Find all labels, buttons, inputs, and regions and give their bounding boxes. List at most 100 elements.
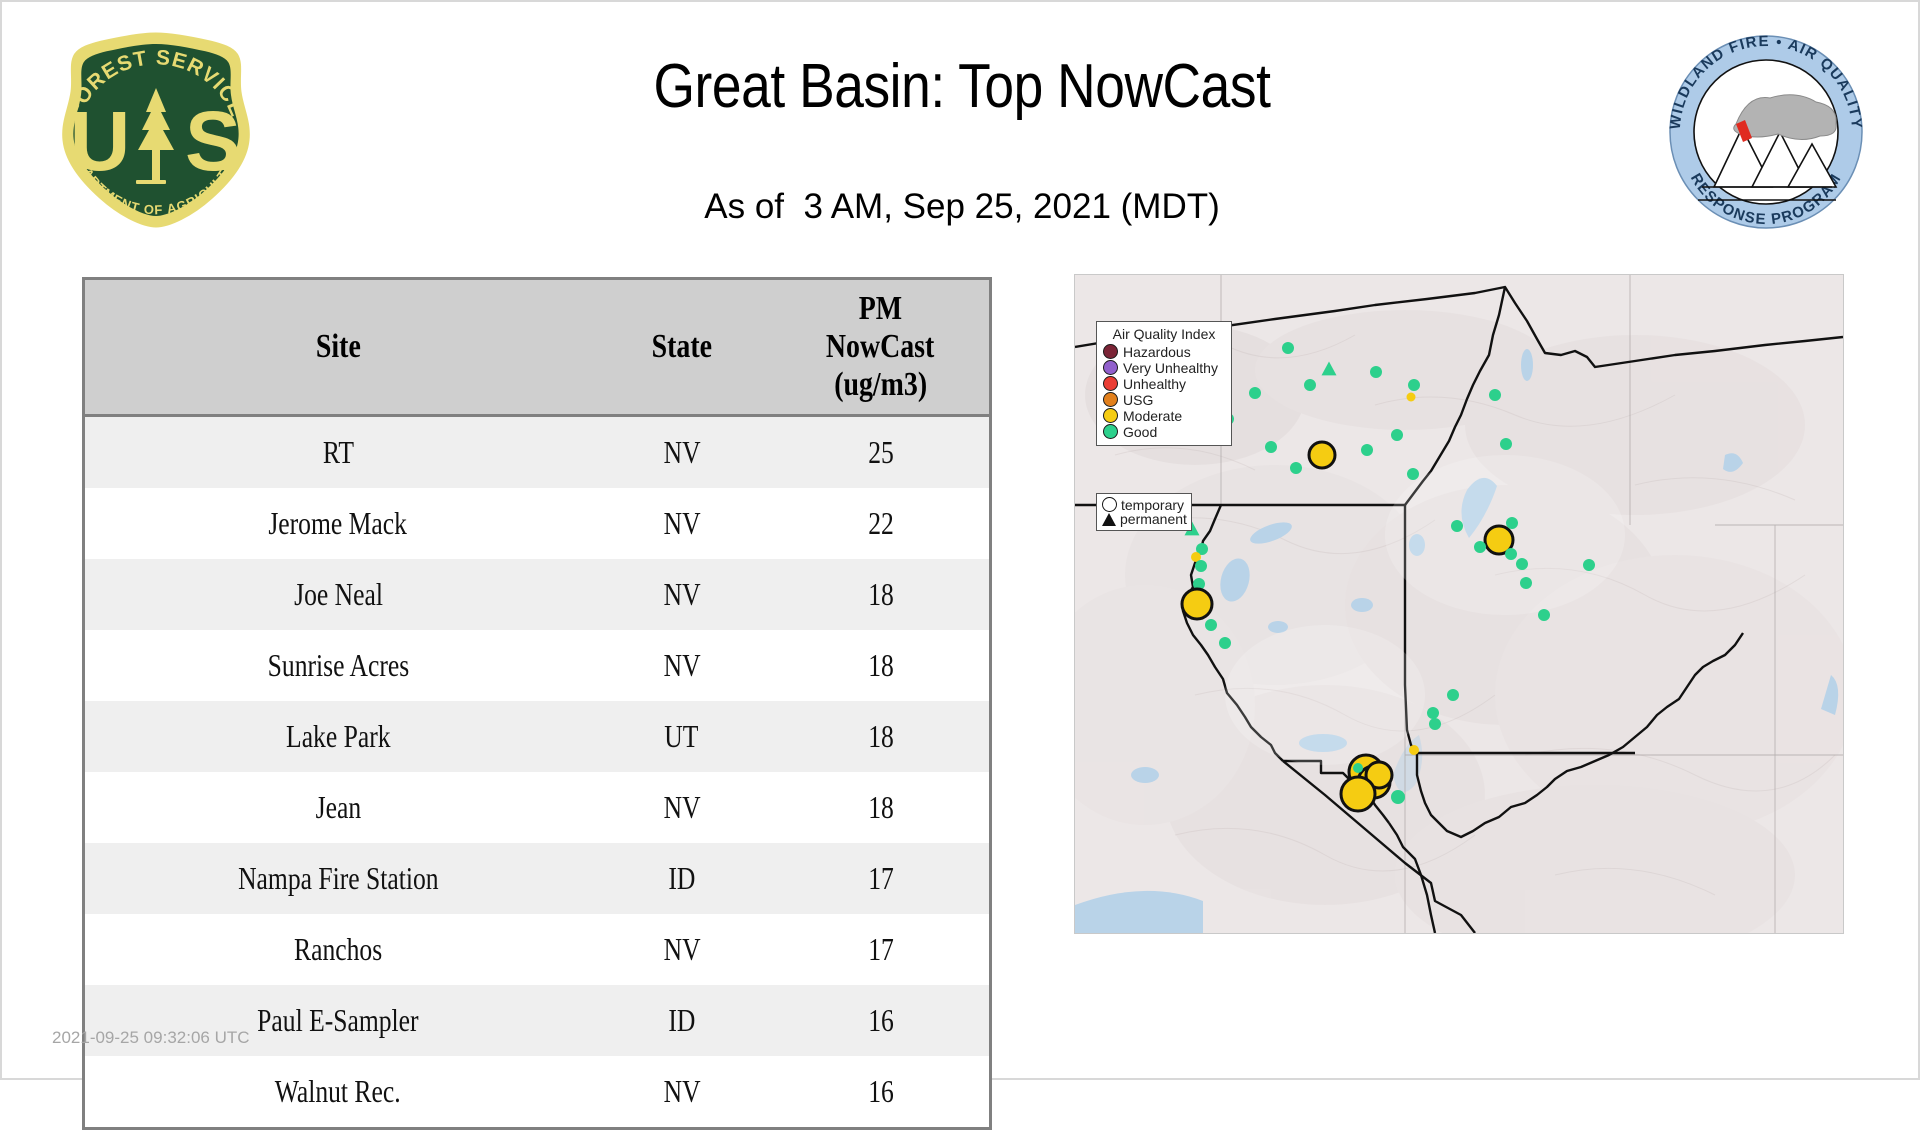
map-site-marker[interactable] xyxy=(1193,578,1205,590)
cell-pm: 25 xyxy=(772,416,989,489)
cell-state: NV xyxy=(591,914,772,985)
site-legend-label-permanent: permanent xyxy=(1120,511,1187,527)
map-site-marker[interactable] xyxy=(1265,441,1277,453)
map-site-marker[interactable] xyxy=(1583,559,1595,571)
aqi-label-unhealthy: Unhealthy xyxy=(1123,375,1187,392)
aqi-legend-row-good: Good xyxy=(1103,424,1225,439)
aqi-legend-row-unhealthy: Unhealthy xyxy=(1103,376,1225,391)
map-site-marker[interactable] xyxy=(1500,438,1512,450)
map-site-marker[interactable] xyxy=(1191,552,1201,562)
map-site-marker[interactable] xyxy=(1364,760,1394,790)
map-site-marker[interactable] xyxy=(1370,366,1382,378)
map-site-marker[interactable] xyxy=(1516,558,1528,570)
page-subtitle: As of 3 AM, Sep 25, 2021 (MDT) xyxy=(704,187,1220,226)
cell-site: Jean xyxy=(85,772,591,843)
aqi-swatch-unhealthy xyxy=(1103,376,1118,391)
map-marker-layer[interactable] xyxy=(1174,342,1595,813)
map-site-marker[interactable] xyxy=(1196,543,1208,555)
permanent-site-triangle-icon xyxy=(1102,512,1116,526)
map-site-marker[interactable] xyxy=(1406,392,1416,402)
aqi-swatch-usg xyxy=(1103,392,1118,407)
column-header-site-label: Site xyxy=(315,328,361,366)
map-site-marker[interactable] xyxy=(1407,468,1419,480)
aqi-label-moderate: Moderate xyxy=(1123,407,1183,424)
state-code: UT xyxy=(664,717,699,754)
svg-text:U: U xyxy=(70,94,131,188)
aqi-label-usg: USG xyxy=(1123,391,1154,408)
great-basin-aqi-map[interactable]: Air Quality Index Hazardous Very Unhealt… xyxy=(1074,274,1844,934)
map-site-marker[interactable] xyxy=(1489,389,1501,401)
map-site-marker[interactable] xyxy=(1361,444,1373,456)
cell-state: NV xyxy=(591,488,772,559)
map-site-marker[interactable] xyxy=(1304,379,1316,391)
map-site-marker[interactable] xyxy=(1447,689,1459,701)
aqi-legend-row-usg: USG xyxy=(1103,392,1225,407)
site-name: Lake Park xyxy=(285,717,391,754)
aqi-legend-row-moderate: Moderate xyxy=(1103,408,1225,423)
map-site-marker[interactable] xyxy=(1290,462,1302,474)
map-site-marker[interactable] xyxy=(1249,387,1261,399)
map-site-marker[interactable] xyxy=(1180,587,1214,621)
aqi-legend: Air Quality Index Hazardous Very Unhealt… xyxy=(1096,321,1232,446)
map-site-marker[interactable] xyxy=(1520,577,1532,589)
map-site-marker[interactable] xyxy=(1205,619,1217,631)
aqi-label-good: Good xyxy=(1123,423,1158,440)
aqi-legend-row-very-unhealthy: Very Unhealthy xyxy=(1103,360,1225,375)
aqi-swatch-hazardous xyxy=(1103,344,1118,359)
site-name: Ranchos xyxy=(294,930,383,967)
state-code: ID xyxy=(668,1001,696,1038)
map-site-marker[interactable] xyxy=(1307,440,1337,470)
cell-pm: 16 xyxy=(772,985,989,1056)
table-row: Nampa Fire Station ID 17 xyxy=(85,843,989,915)
column-header-state: State xyxy=(591,280,773,418)
cell-state: NV xyxy=(591,416,772,489)
site-name: Joe Neal xyxy=(293,575,383,612)
map-canvas[interactable] xyxy=(1075,275,1843,933)
cell-site: Sunrise Acres xyxy=(85,630,591,701)
site-legend-label-temporary: temporary xyxy=(1121,496,1185,513)
map-site-marker[interactable] xyxy=(1506,517,1518,529)
map-site-marker[interactable] xyxy=(1391,790,1405,804)
map-site-marker[interactable] xyxy=(1339,775,1377,813)
map-site-marker[interactable] xyxy=(1321,361,1337,376)
cell-site: Ranchos xyxy=(85,914,591,985)
map-site-marker[interactable] xyxy=(1474,541,1486,553)
map-site-marker[interactable] xyxy=(1391,429,1403,441)
column-header-pm-line2: NowCast xyxy=(826,328,935,366)
cell-state: UT xyxy=(591,701,772,772)
cell-state: ID xyxy=(591,985,772,1056)
cell-pm: 18 xyxy=(772,772,989,843)
map-site-marker[interactable] xyxy=(1483,524,1515,556)
table-header-row: Site State PM NowCast (ug/m3) xyxy=(85,280,989,418)
map-site-marker[interactable] xyxy=(1538,609,1550,621)
map-site-marker[interactable] xyxy=(1353,763,1363,773)
map-site-marker[interactable] xyxy=(1429,718,1441,730)
cell-state: NV xyxy=(591,630,772,701)
state-code: NV xyxy=(663,788,701,825)
cell-pm: 18 xyxy=(772,701,989,772)
cell-pm: 16 xyxy=(772,1056,989,1127)
map-site-marker[interactable] xyxy=(1195,560,1207,572)
state-code: ID xyxy=(668,859,696,896)
table-row: RT NV 25 xyxy=(85,415,989,489)
usda-forest-service-logo: FOREST SERVICE DEPARTMENT OF AGRICULTURE… xyxy=(45,18,262,230)
pm-value: 17 xyxy=(867,859,894,896)
cell-pm: 22 xyxy=(772,488,989,559)
map-site-marker[interactable] xyxy=(1427,707,1439,719)
map-site-marker[interactable] xyxy=(1184,521,1200,536)
map-site-marker[interactable] xyxy=(1409,745,1419,755)
cell-site: RT xyxy=(85,416,591,489)
column-header-state-label: State xyxy=(651,328,712,366)
table-row: Joe Neal NV 18 xyxy=(85,559,989,631)
map-site-marker[interactable] xyxy=(1451,520,1463,532)
map-site-marker[interactable] xyxy=(1282,342,1294,354)
map-site-marker[interactable] xyxy=(1219,637,1231,649)
state-code: NV xyxy=(663,930,701,967)
map-site-marker[interactable] xyxy=(1408,379,1420,391)
site-legend-row-permanent: permanent xyxy=(1102,511,1187,527)
cell-pm: 17 xyxy=(772,914,989,985)
top-nowcast-table-wrapper: Site State PM NowCast (ug/m3) RT NV xyxy=(82,277,992,1130)
svg-text:S: S xyxy=(185,94,241,188)
map-site-marker[interactable] xyxy=(1505,548,1517,560)
pm-value: 18 xyxy=(867,575,894,612)
